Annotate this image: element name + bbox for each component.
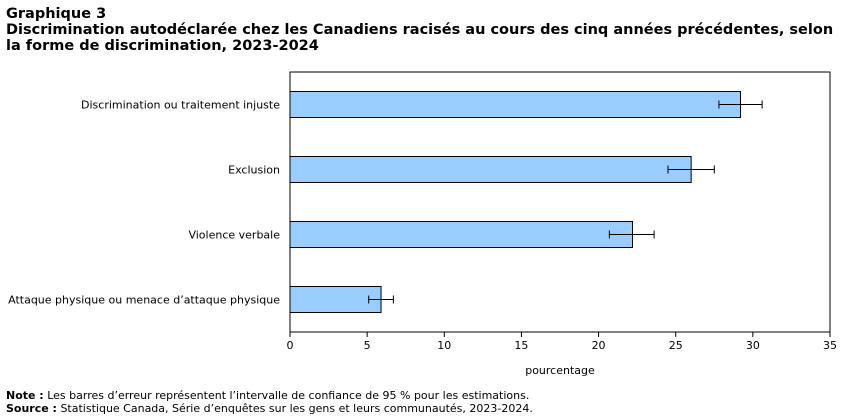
source-text: Statistique Canada, Série d’enquêtes sur… — [56, 402, 533, 415]
note-label: Note : — [6, 389, 44, 402]
source-label: Source : — [6, 402, 57, 415]
x-tick-label: 5 — [364, 339, 371, 352]
x-tick-label: 15 — [514, 339, 528, 352]
bar — [289, 156, 692, 183]
footnotes: Note : Les barres d’erreur représentent … — [6, 389, 846, 415]
x-axis-label: pourcentage — [525, 364, 595, 377]
note-line: Note : Les barres d’erreur représentent … — [6, 389, 846, 402]
x-tick-label: 10 — [437, 339, 451, 352]
chart-title-block: Graphique 3 Discrimination autodéclarée … — [6, 6, 846, 54]
bar — [289, 91, 742, 118]
bar — [289, 221, 634, 248]
x-tick-label: 35 — [823, 339, 837, 352]
source-line: Source : Statistique Canada, Série d’enq… — [6, 402, 846, 415]
bar — [289, 286, 382, 313]
chart-title-line-2: la forme de discrimination, 2023-2024 — [6, 38, 319, 54]
x-ticks-group: 0 5 10 15 20 25 30 35 — [287, 332, 837, 352]
category-label: Discrimination ou traitement injuste — [81, 99, 280, 112]
x-tick-label: 0 — [287, 339, 294, 352]
note-text: Les barres d’erreur représentent l’inter… — [43, 389, 530, 402]
category-labels-group: Discrimination ou traitement injuste Excl… — [8, 99, 280, 307]
error-bars-group — [368, 100, 763, 304]
plot-area-frame — [289, 71, 831, 333]
x-tick-label: 30 — [746, 339, 760, 352]
x-tick-label: 25 — [669, 339, 683, 352]
x-tick-label: 20 — [592, 339, 606, 352]
chart-title-line-1: Discrimination autodéclarée chez les Can… — [6, 22, 834, 38]
graph-number: Graphique 3 — [6, 6, 107, 22]
bars-group — [289, 91, 742, 313]
category-label: Exclusion — [228, 164, 280, 177]
category-label: Violence verbale — [188, 229, 280, 242]
category-label: Attaque physique ou menace d’attaque phy… — [8, 294, 280, 307]
